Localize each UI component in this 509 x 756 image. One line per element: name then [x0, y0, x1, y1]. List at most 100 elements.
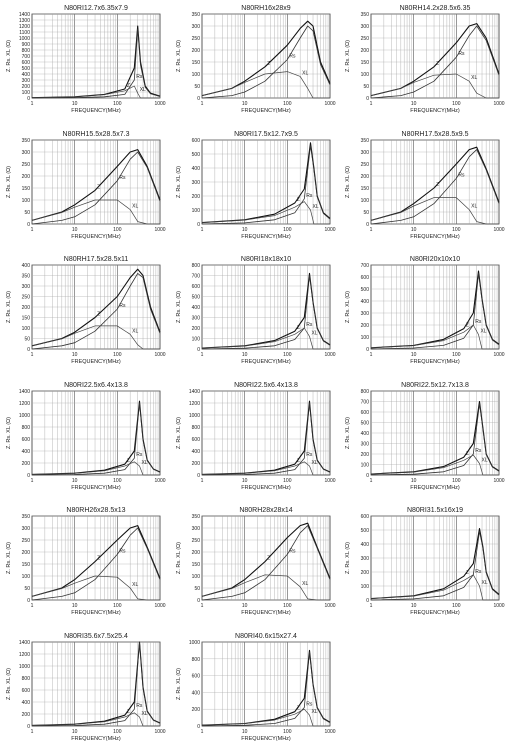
y-tick-label: 0: [197, 222, 200, 228]
curve-label: Rs: [475, 569, 482, 575]
curve-label: Rs: [306, 702, 313, 708]
y-tick-label: 350: [22, 274, 31, 280]
curve-label: Rs: [136, 74, 143, 80]
curve-label: Rs: [306, 322, 313, 328]
x-tick-label: 1: [200, 478, 203, 484]
y-tick-label: 250: [361, 162, 370, 168]
x-axis-label: FREQUENCY(MHz): [71, 108, 121, 114]
y-axis-label: Z. Rs. XL (Ω): [345, 542, 351, 574]
y-tick-label: 600: [191, 138, 200, 144]
y-tick-label: 250: [22, 538, 31, 544]
y-tick-label: 250: [191, 36, 200, 42]
y-axis-label: Z. Rs. XL (Ω): [176, 668, 182, 700]
series-line-z: [371, 23, 500, 97]
x-axis-label: FREQUENCY(MHz): [410, 234, 460, 240]
x-tick-label: 1000: [324, 603, 335, 609]
chart-panel-8: N80RI18x18x10 0 100 200 300 400 500 600 700 800 1 1…: [172, 252, 338, 379]
y-tick-label: 300: [361, 311, 370, 317]
y-tick-label: 600: [361, 275, 370, 281]
x-tick-label: 1000: [324, 227, 335, 233]
curve-label: XL: [482, 580, 488, 586]
y-tick-label: 800: [22, 676, 31, 682]
series-line-xl: [201, 574, 330, 601]
curve-label: Rs: [119, 174, 126, 180]
y-tick-label: 800: [22, 425, 31, 431]
curve-label: XL: [132, 582, 138, 588]
x-tick-label: 100: [113, 603, 122, 609]
y-tick-label: 300: [361, 556, 370, 562]
chart-panel-13: N80RH26x28.5x13 0 50 100 150 200 250 300 350 1 10 1…: [2, 503, 168, 630]
x-tick-label: 100: [452, 101, 461, 107]
y-axis-label: Z. Rs. XL (Ω): [345, 40, 351, 72]
curve-label: Rs: [136, 703, 143, 709]
chart-title: N80RI40.6x15x27.4: [235, 633, 297, 640]
series-line-xl: [31, 325, 160, 350]
x-tick-label: 10: [72, 478, 78, 484]
y-axis-label: Z. Rs. XL (Ω): [6, 417, 12, 449]
chart-title: N80RI35.6x7.5x25.4: [64, 633, 128, 640]
chart-title: N80RI17.5x12.7x9.5: [234, 131, 298, 138]
y-tick-label: 100: [361, 462, 370, 468]
curve-label: XL: [481, 329, 487, 335]
curve-label: XL: [141, 711, 147, 717]
series-line-xl: [31, 576, 160, 601]
y-tick-label: 100: [191, 574, 200, 580]
y-tick-label: 0: [27, 222, 30, 228]
y-tick-label: 600: [22, 60, 31, 66]
y-tick-label: 200: [22, 712, 31, 718]
x-tick-label: 100: [452, 603, 461, 609]
curve-label: Rs: [459, 51, 466, 57]
y-tick-label: 500: [191, 295, 200, 301]
y-tick-label: 350: [361, 12, 370, 18]
x-axis-label: FREQUENCY(MHz): [71, 736, 121, 742]
chart-svg: N80RI31.5x16x19 0 100 200 300 400 500 600 1 10 100…: [345, 507, 505, 616]
chart-panel-9: N80RI20x10x10 0 100 200 300 400 500 600 700 1 10 10…: [341, 252, 507, 379]
series-line-z: [201, 20, 331, 97]
x-tick-label: 10: [241, 729, 247, 735]
y-axis-label: Z. Rs. XL (Ω): [345, 291, 351, 323]
series-line-rs: [371, 531, 500, 601]
series-line-xl: [201, 200, 330, 224]
y-tick-label: 1200: [19, 652, 30, 658]
chart-panel-16: N80RI35.6x7.5x25.4 0 200 400 600 800 1000 1200 1…: [2, 629, 168, 756]
y-tick-label: 300: [22, 150, 31, 156]
y-tick-label: 50: [194, 84, 200, 90]
y-tick-label: 0: [197, 347, 200, 353]
x-tick-label: 10: [241, 101, 247, 107]
y-tick-label: 0: [366, 96, 369, 102]
y-tick-label: 0: [366, 598, 369, 604]
curve-label: Z: [267, 556, 270, 562]
chart-panel-15: N80RI31.5x16x19 0 100 200 300 400 500 600 1 10 100…: [341, 503, 507, 630]
series-line-xl: [31, 199, 160, 224]
curve-label: Z: [436, 182, 439, 188]
chart-svg: N80RI22.5x6.4x13.8 0 200 400 600 800 1000 1200 1…: [6, 382, 166, 491]
y-tick-label: 1200: [188, 401, 199, 407]
x-tick-label: 1000: [154, 352, 165, 358]
y-tick-label: 200: [191, 550, 200, 556]
x-tick-label: 10: [72, 227, 78, 233]
series-line-rs: [31, 402, 161, 476]
y-tick-label: 350: [191, 514, 200, 520]
x-tick-label: 10: [241, 227, 247, 233]
x-tick-label: 1: [370, 227, 373, 233]
x-axis-label: FREQUENCY(MHz): [241, 359, 291, 365]
y-tick-label: 100: [22, 198, 31, 204]
curve-label: XL: [482, 457, 488, 463]
y-tick-label: 150: [191, 562, 200, 568]
curve-label: XL: [311, 709, 317, 715]
series-line-xl: [31, 712, 160, 727]
curve-label: Rs: [306, 452, 313, 458]
x-tick-label: 10: [411, 603, 417, 609]
x-axis-label: FREQUENCY(MHz): [71, 485, 121, 491]
x-tick-label: 10: [411, 227, 417, 233]
y-tick-label: 50: [364, 210, 370, 216]
curve-label: Z: [466, 451, 469, 457]
chart-svg: N80RH28x28x14 0 50 100 150 200 250 300 350 1 10 100…: [176, 507, 336, 616]
curve-label: Z: [296, 706, 299, 712]
chart-svg: N80RI20x10x10 0 100 200 300 400 500 600 700 1 10 10…: [345, 256, 505, 365]
curve-label: XL: [311, 331, 317, 337]
plot-frame: [31, 139, 161, 224]
series-line-rs: [201, 651, 330, 727]
y-tick-label: 600: [22, 688, 31, 694]
chart-title: N80RI12.7x6.35x7.9: [64, 5, 128, 12]
